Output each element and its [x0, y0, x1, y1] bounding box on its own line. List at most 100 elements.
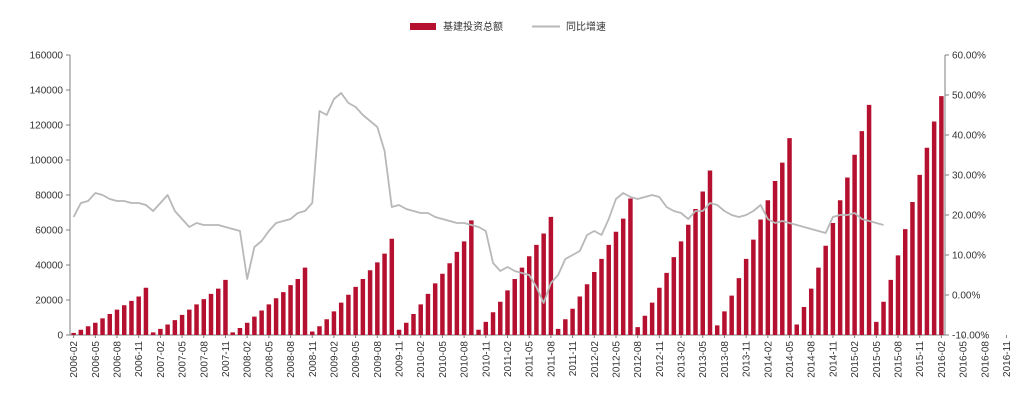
bar [346, 294, 351, 335]
bar [592, 272, 597, 335]
bar [281, 292, 286, 335]
bar [758, 219, 763, 335]
bar [924, 147, 930, 335]
bar [411, 314, 416, 335]
bar [288, 285, 293, 335]
bar [519, 267, 525, 335]
bar [396, 329, 402, 335]
bar [939, 96, 944, 335]
bar [555, 328, 561, 335]
bar [158, 328, 163, 335]
bar [577, 296, 583, 335]
bar [382, 253, 387, 335]
bar [454, 251, 460, 335]
legend-label-bar: 基建投资总额 [443, 20, 503, 33]
x-tick-label: 2009-11 [395, 341, 406, 377]
x-tick-label: 2007-02 [156, 341, 167, 378]
bar [743, 258, 749, 335]
bar [686, 224, 691, 335]
x-tick-label: 2012-02 [590, 341, 601, 378]
bar [295, 279, 301, 335]
bar [902, 229, 908, 335]
bar [931, 121, 937, 335]
bar [259, 310, 264, 335]
bar [751, 239, 756, 335]
bar [331, 311, 337, 335]
bar [736, 278, 742, 335]
y-tick-label: 80000 [35, 191, 63, 202]
bar [563, 319, 568, 335]
bar [216, 288, 221, 335]
bar [71, 332, 76, 335]
x-tick-label: 2010-02 [416, 341, 427, 378]
bar [273, 298, 279, 335]
x-tick-label: 2014-11 [828, 341, 839, 377]
x-tick-label: 2011-11 [568, 341, 579, 377]
x-tick-label: 2008-05 [264, 341, 275, 378]
bar [837, 200, 843, 335]
y2-tick-label: 20.00% [952, 211, 986, 222]
bar [114, 309, 120, 335]
bar [201, 299, 207, 335]
bar [642, 315, 648, 335]
bar [664, 272, 669, 335]
bar [635, 327, 640, 335]
x-tick-label: 2007-08 [199, 341, 210, 378]
bar [765, 200, 771, 335]
bar [852, 154, 857, 335]
y-tick-label: 120000 [30, 121, 64, 132]
bar [671, 257, 677, 335]
bar [317, 326, 322, 335]
x-tick-label: 2007-05 [178, 341, 189, 378]
bar [722, 311, 727, 335]
bar [107, 314, 113, 335]
bar [599, 258, 604, 335]
bar [389, 238, 395, 335]
bar [910, 202, 915, 335]
x-tick-label: 2008-02 [243, 341, 254, 378]
bar [172, 320, 178, 335]
y2-tick-label: 10.00% [952, 251, 986, 262]
bar [425, 293, 431, 335]
x-tick-label: 2012-05 [611, 341, 622, 378]
x-tick-label: 2011-02 [503, 341, 514, 377]
legend-label-line: 同比增速 [566, 20, 606, 33]
x-tick-label: 2006-05 [91, 341, 102, 378]
y-tick-label: 100000 [30, 156, 64, 167]
y2-tick-label: -10.00% [952, 331, 989, 342]
bar [100, 318, 105, 335]
bar [541, 233, 546, 335]
y2-tick-label: 60.00% [952, 51, 986, 62]
bar [505, 290, 510, 335]
x-tick-label: 2011-08 [546, 341, 557, 377]
bar [194, 304, 199, 335]
x-tick-label: 2007-11 [221, 341, 232, 377]
bar [526, 256, 532, 335]
bar [187, 309, 192, 335]
bar [418, 304, 423, 335]
bar [78, 329, 84, 335]
bar [584, 284, 590, 335]
x-tick-label: 2014-02 [763, 341, 774, 378]
bar [787, 138, 792, 335]
x-tick-label: 2012-11 [655, 341, 666, 377]
y2-tick-label: 40.00% [952, 131, 986, 142]
bar [404, 322, 409, 335]
x-tick-label: 2010-11 [481, 341, 492, 377]
bar [714, 325, 720, 335]
bar [498, 301, 503, 335]
y-tick-label: 160000 [30, 51, 64, 62]
bar [772, 181, 778, 335]
bar [432, 283, 438, 335]
y2-tick-label: 50.00% [952, 91, 986, 102]
bar [143, 287, 149, 335]
y-tick-label: 40000 [35, 261, 63, 272]
x-tick-label: 2010-08 [460, 341, 471, 378]
bar [230, 332, 235, 335]
y-tick-label: 20000 [35, 296, 63, 307]
x-tick-label: 2009-05 [351, 341, 362, 378]
bar [895, 255, 901, 335]
bar [461, 241, 467, 335]
